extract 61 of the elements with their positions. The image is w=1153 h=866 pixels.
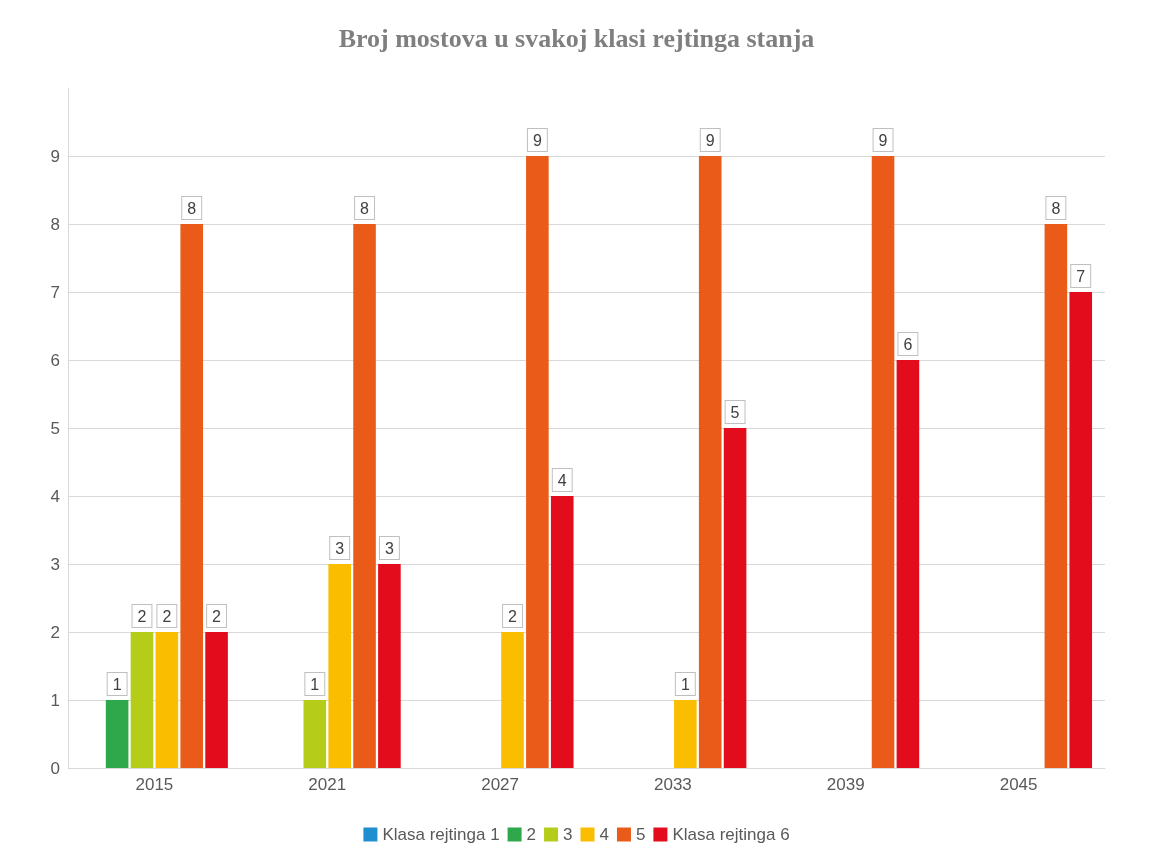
bar [180,224,204,768]
y-tick-label: 6 [50,350,60,370]
x-tick-label: 2039 [826,775,865,794]
x-tick-label: 2027 [481,775,519,794]
data-label: 8 [187,199,197,217]
x-tick-label: 2033 [654,775,692,794]
data-label: 9 [532,131,542,149]
y-tick-label: 2 [50,622,60,642]
data-label: 2 [137,607,147,625]
bar [698,156,722,768]
bar [205,632,228,768]
y-tick-label: 7 [50,282,60,302]
data-label: 2 [508,607,518,625]
chart-title: Broj mostova u svakoj klasi rejtinga stanja [338,23,815,53]
y-tick-label: 3 [50,554,60,574]
bar [130,632,154,768]
y-tick-label: 9 [50,146,60,166]
bar [328,564,351,768]
legend-label: 2 [526,825,537,844]
data-label: 9 [878,131,888,149]
legend-label: 4 [599,825,609,844]
bar [896,360,920,768]
data-label: 1 [680,675,690,693]
bar [723,428,747,768]
bar [526,156,549,768]
data-label: 3 [335,539,345,557]
data-label: 2 [162,607,172,625]
bar [1044,224,1068,768]
data-label: 5 [730,403,740,421]
data-label: 1 [310,675,320,693]
data-label: 8 [1051,199,1061,217]
bar [155,632,179,768]
data-label: 1 [112,675,122,693]
x-tick-label: 2045 [999,775,1038,794]
y-tick-label: 1 [50,690,60,710]
bar [303,700,327,768]
data-label: 9 [705,131,715,149]
bar [378,564,401,768]
data-label: 8 [360,199,370,217]
data-label: 6 [903,335,913,353]
x-tick-label: 2015 [135,775,174,794]
bar [550,496,574,768]
legend-label: 5 [635,825,646,844]
bar [105,700,129,768]
y-tick-label: 8 [50,214,60,234]
bar [674,700,697,768]
y-tick-label: 5 [50,418,60,438]
legend-label: Klasa rejtinga 1 [382,825,500,844]
y-tick-label: 4 [50,486,60,506]
data-label: 4 [557,471,567,489]
data-label: 7 [1076,267,1086,285]
bar [501,632,524,768]
bar [1069,292,1093,768]
x-tick-label: 2021 [308,775,347,794]
bar [871,156,895,768]
legend-label: Klasa rejtinga 6 [672,825,790,844]
y-tick-label: 0 [50,758,60,778]
data-label: 3 [384,539,394,557]
bar [353,224,376,768]
legend-label: 3 [563,825,573,844]
data-label: 2 [212,607,222,625]
